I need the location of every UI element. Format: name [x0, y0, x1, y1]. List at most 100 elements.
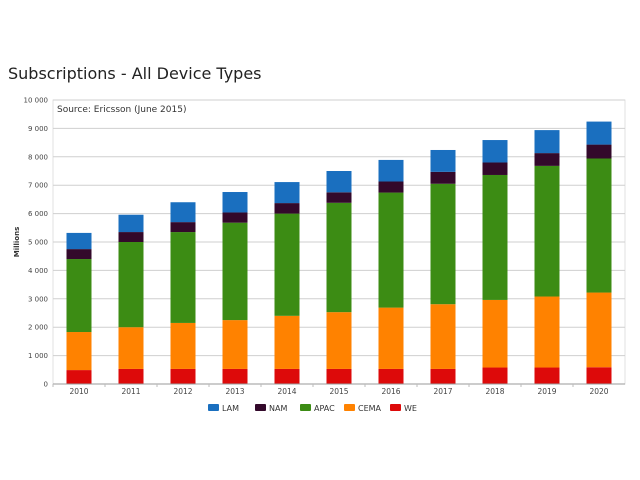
bar-apac-2015 — [326, 202, 352, 313]
bar-cema-2020 — [586, 292, 612, 368]
bar-stack-2014 — [274, 182, 300, 384]
bar-cema-2015 — [326, 312, 352, 369]
bar-nam-2011 — [118, 232, 144, 242]
chart-title: Subscriptions - All Device Types — [8, 64, 262, 83]
bar-nam-2020 — [586, 144, 612, 159]
y-tick-label: 3 000 — [28, 295, 48, 303]
bars — [66, 121, 612, 384]
x-tick-label: 2019 — [537, 387, 556, 396]
y-tick-label: 6 000 — [28, 210, 48, 218]
bar-apac-2017 — [430, 183, 456, 305]
x-tick-label: 2015 — [329, 387, 348, 396]
y-tick-label: 4 000 — [28, 267, 48, 275]
y-axis-title: Millions — [13, 227, 21, 258]
legend-label: NAM — [269, 404, 287, 413]
bar-apac-2020 — [586, 158, 612, 293]
legend-item-cema[interactable]: CEMA — [344, 404, 382, 413]
y-tick-label: 5 000 — [28, 239, 48, 247]
y-tick-label: 7 000 — [28, 182, 48, 190]
bar-apac-2016 — [378, 192, 404, 308]
bar-stack-2010 — [66, 232, 92, 384]
bar-we-2015 — [326, 368, 352, 384]
bar-we-2014 — [274, 368, 300, 384]
bar-lam-2020 — [586, 121, 612, 145]
bar-lam-2019 — [534, 130, 560, 154]
bar-lam-2010 — [66, 232, 92, 250]
bar-stack-2013 — [222, 192, 248, 384]
bar-we-2013 — [222, 368, 248, 384]
x-tick-label: 2012 — [173, 387, 192, 396]
x-tick-label: 2014 — [277, 387, 296, 396]
bar-nam-2015 — [326, 192, 352, 203]
bar-cema-2017 — [430, 304, 456, 369]
bar-apac-2013 — [222, 222, 248, 321]
bar-lam-2012 — [170, 202, 196, 223]
y-tick-label: 1 000 — [28, 352, 48, 360]
bar-stack-2020 — [586, 121, 612, 384]
bar-nam-2014 — [274, 203, 300, 214]
x-tick-label: 2016 — [381, 387, 400, 396]
legend-swatch — [344, 404, 355, 411]
bar-nam-2017 — [430, 171, 456, 184]
y-tick-labels: 0 1 000 2 000 3 000 4 000 5 000 6 000 7 000 8 00… — [24, 97, 49, 389]
bar-apac-2018 — [482, 174, 508, 300]
y-tick-label: 0 — [44, 381, 48, 389]
y-tick-label: 2 000 — [28, 324, 48, 332]
y-tick-label: 10 000 — [24, 97, 49, 105]
bar-stack-2011 — [118, 214, 144, 384]
legend-item-nam[interactable]: NAM — [255, 404, 287, 413]
bar-lam-2011 — [118, 214, 144, 233]
x-tick-labels: 2010 2011 2012 2013 2014 2015 2016 2017 2018 2019… — [52, 384, 609, 396]
bar-stack-2016 — [378, 159, 404, 384]
bar-lam-2013 — [222, 192, 248, 213]
bar-nam-2013 — [222, 212, 248, 223]
bar-nam-2012 — [170, 222, 196, 233]
legend-swatch — [255, 404, 266, 411]
bar-nam-2010 — [66, 249, 92, 260]
bar-we-2019 — [534, 367, 560, 384]
x-tick-label: 2013 — [225, 387, 244, 396]
bar-apac-2012 — [170, 232, 196, 323]
bar-stack-2015 — [326, 171, 352, 384]
bar-we-2016 — [378, 368, 404, 384]
bar-we-2010 — [66, 370, 92, 384]
bar-apac-2019 — [534, 165, 560, 297]
legend-item-lam[interactable]: LAM — [208, 404, 239, 413]
bar-lam-2014 — [274, 182, 300, 204]
bar-cema-2019 — [534, 296, 560, 368]
legend-label: LAM — [222, 404, 239, 413]
legend-label: APAC — [314, 404, 335, 413]
bar-lam-2017 — [430, 149, 456, 172]
bar-apac-2010 — [66, 259, 92, 333]
bar-stack-2017 — [430, 149, 456, 384]
bar-cema-2011 — [118, 327, 144, 369]
legend-swatch — [300, 404, 311, 411]
legend-item-we[interactable]: WE — [390, 404, 417, 413]
chart-subtitle: Source: Ericsson (June 2015) — [57, 105, 186, 115]
bar-we-2017 — [430, 368, 456, 384]
bar-cema-2018 — [482, 299, 508, 368]
bar-cema-2012 — [170, 322, 196, 369]
y-tick-label: 8 000 — [28, 153, 48, 161]
legend-item-apac[interactable]: APAC — [300, 404, 335, 413]
bar-apac-2014 — [274, 213, 300, 316]
bar-nam-2016 — [378, 181, 404, 193]
legend-label: CEMA — [358, 404, 382, 413]
legend-swatch — [208, 404, 219, 411]
bar-cema-2010 — [66, 332, 92, 371]
bar-we-2020 — [586, 367, 612, 384]
legend: LAM NAM APAC CEMA WE — [208, 404, 417, 413]
bar-we-2011 — [118, 368, 144, 384]
bar-we-2012 — [170, 368, 196, 384]
bar-nam-2019 — [534, 153, 560, 166]
x-tick-label: 2010 — [69, 387, 88, 396]
x-tick-label: 2011 — [121, 387, 140, 396]
legend-swatch — [390, 404, 401, 411]
legend-label: WE — [404, 404, 417, 413]
bar-cema-2014 — [274, 315, 300, 369]
x-tick-label: 2017 — [433, 387, 452, 396]
y-tick-label: 9 000 — [28, 125, 48, 133]
bar-lam-2015 — [326, 171, 352, 193]
bar-stack-2019 — [534, 130, 560, 384]
